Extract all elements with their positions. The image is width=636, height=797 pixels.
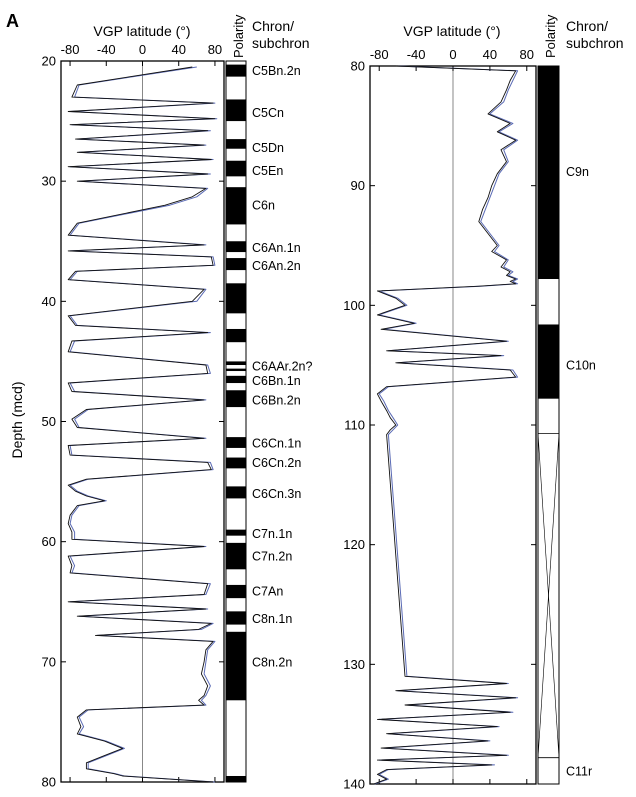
chron-label: C10n <box>566 359 596 373</box>
polarity-normal-block <box>226 99 246 122</box>
polarity-normal-block <box>226 611 246 625</box>
vgp-series-line <box>373 65 517 785</box>
chron-label: C5En <box>252 164 283 178</box>
y-tick-label: 120 <box>343 537 365 552</box>
x-tick-label: -80 <box>61 42 80 57</box>
polarity-normal-block <box>226 542 246 570</box>
chron-label: C5Cn <box>252 106 284 120</box>
polarity-normal-block <box>226 328 246 343</box>
chron-label: C6Bn.1n <box>252 374 301 388</box>
chron-label: C6Cn.1n <box>252 437 301 451</box>
chron-label: C7n.2n <box>252 550 292 564</box>
chron-label: C6An.1n <box>252 241 301 255</box>
x-tick-label: 40 <box>171 42 185 57</box>
y-tick-label: 30 <box>42 174 56 189</box>
y-tick-label: 70 <box>42 654 56 669</box>
y-tick-label: 140 <box>343 777 365 792</box>
polarity-normal-block <box>226 457 246 469</box>
chron-label: C5Dn <box>252 141 284 155</box>
x-axis-title: VGP latitude (°) <box>93 23 190 39</box>
y-tick-label: 110 <box>344 418 365 433</box>
x-tick-label: 0 <box>139 42 146 57</box>
y-tick-label: 50 <box>42 414 56 429</box>
x-tick-label: -40 <box>407 47 426 62</box>
chron-label: C9n <box>566 165 589 179</box>
y-tick-label: 60 <box>42 534 56 549</box>
x-tick-label: 40 <box>483 47 497 62</box>
polarity-normal-block <box>226 258 246 271</box>
chron-label: C6Cn.2n <box>252 456 301 470</box>
x-tick-label: -80 <box>370 47 389 62</box>
polarity-normal-block <box>226 241 246 253</box>
x-tick-label: 0 <box>449 47 456 62</box>
vgp-series-line <box>69 66 218 783</box>
x-axis-title: VGP latitude (°) <box>403 23 500 39</box>
chron-label: C6n <box>252 199 275 213</box>
y-tick-label: 80 <box>42 775 56 790</box>
right-panel: VGP latitude (°) -80 -40 0 40 80 80 90 100 110 120… <box>343 14 623 791</box>
polarity-label: Polarity <box>231 14 246 58</box>
x-tick-label: 80 <box>208 42 222 57</box>
chron-label: C8n.1n <box>252 612 292 626</box>
polarity-normal-block <box>538 66 559 280</box>
chron-label: C8n.2n <box>252 655 292 669</box>
polarity-normal-block <box>226 283 246 314</box>
chron-header: subchron <box>252 35 310 51</box>
x-tick-label: -40 <box>97 42 116 57</box>
polarity-normal-block <box>226 375 246 384</box>
y-tick-label: 20 <box>42 54 56 69</box>
chron-header: Chron/ <box>252 18 294 34</box>
polarity-normal-block <box>226 486 246 499</box>
y-axis-title: Depth (mcd) <box>9 381 25 458</box>
y-tick-label: 80 <box>351 59 365 74</box>
chron-label: C6An.2n <box>252 259 301 273</box>
polarity-normal-block <box>226 390 246 408</box>
polarity-uncertain-cross <box>537 433 560 758</box>
chron-label: C6Cn.3n <box>252 487 301 501</box>
left-panel: A VGP latitude (°) -80 -40 0 40 80 20 30 40 50 60 70… <box>6 11 313 790</box>
chron-label: C5Bn.2n <box>252 64 301 78</box>
polarity-normal-block <box>226 368 246 372</box>
chron-header: subchron <box>566 35 624 51</box>
polarity-normal-block <box>226 160 246 177</box>
polarity-normal-block <box>226 584 246 599</box>
panel-label: A <box>6 11 19 31</box>
polarity-normal-block <box>226 187 246 225</box>
x-tick-label: 80 <box>520 47 534 62</box>
polarity-normal-block <box>226 437 246 448</box>
chron-label: C7An <box>252 584 283 598</box>
y-tick-label: 130 <box>343 657 365 672</box>
chron-label: C6AAr.2n? <box>252 360 313 374</box>
polarity-normal-block <box>226 631 246 701</box>
polarity-normal-block <box>538 324 559 399</box>
polarity-normal-block <box>226 775 246 782</box>
chron-label: C11r <box>566 764 592 778</box>
y-tick-label: 40 <box>42 294 56 309</box>
y-tick-label: 90 <box>351 178 365 193</box>
chron-label: C7n.1n <box>252 527 292 541</box>
polarity-label: Polarity <box>543 14 558 58</box>
polarity-normal-block <box>226 139 246 149</box>
chron-header: Chron/ <box>566 18 608 34</box>
chron-label: C6Bn.2n <box>252 393 301 407</box>
polarity-normal-block <box>226 529 246 536</box>
y-tick-label: 100 <box>343 298 365 313</box>
polarity-normal-block <box>226 361 246 366</box>
polarity-normal-block <box>226 64 246 77</box>
vgp-series-line <box>67 66 216 783</box>
